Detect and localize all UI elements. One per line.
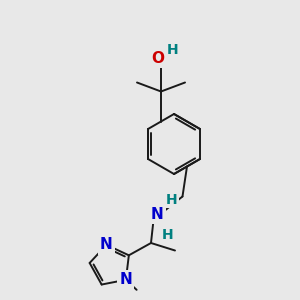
Text: H: H [166, 193, 177, 206]
Text: O: O [151, 51, 164, 66]
Text: N: N [100, 237, 113, 252]
Text: H: H [167, 44, 178, 57]
Text: N: N [119, 272, 132, 287]
Text: N: N [151, 207, 164, 222]
Text: H: H [162, 228, 173, 242]
